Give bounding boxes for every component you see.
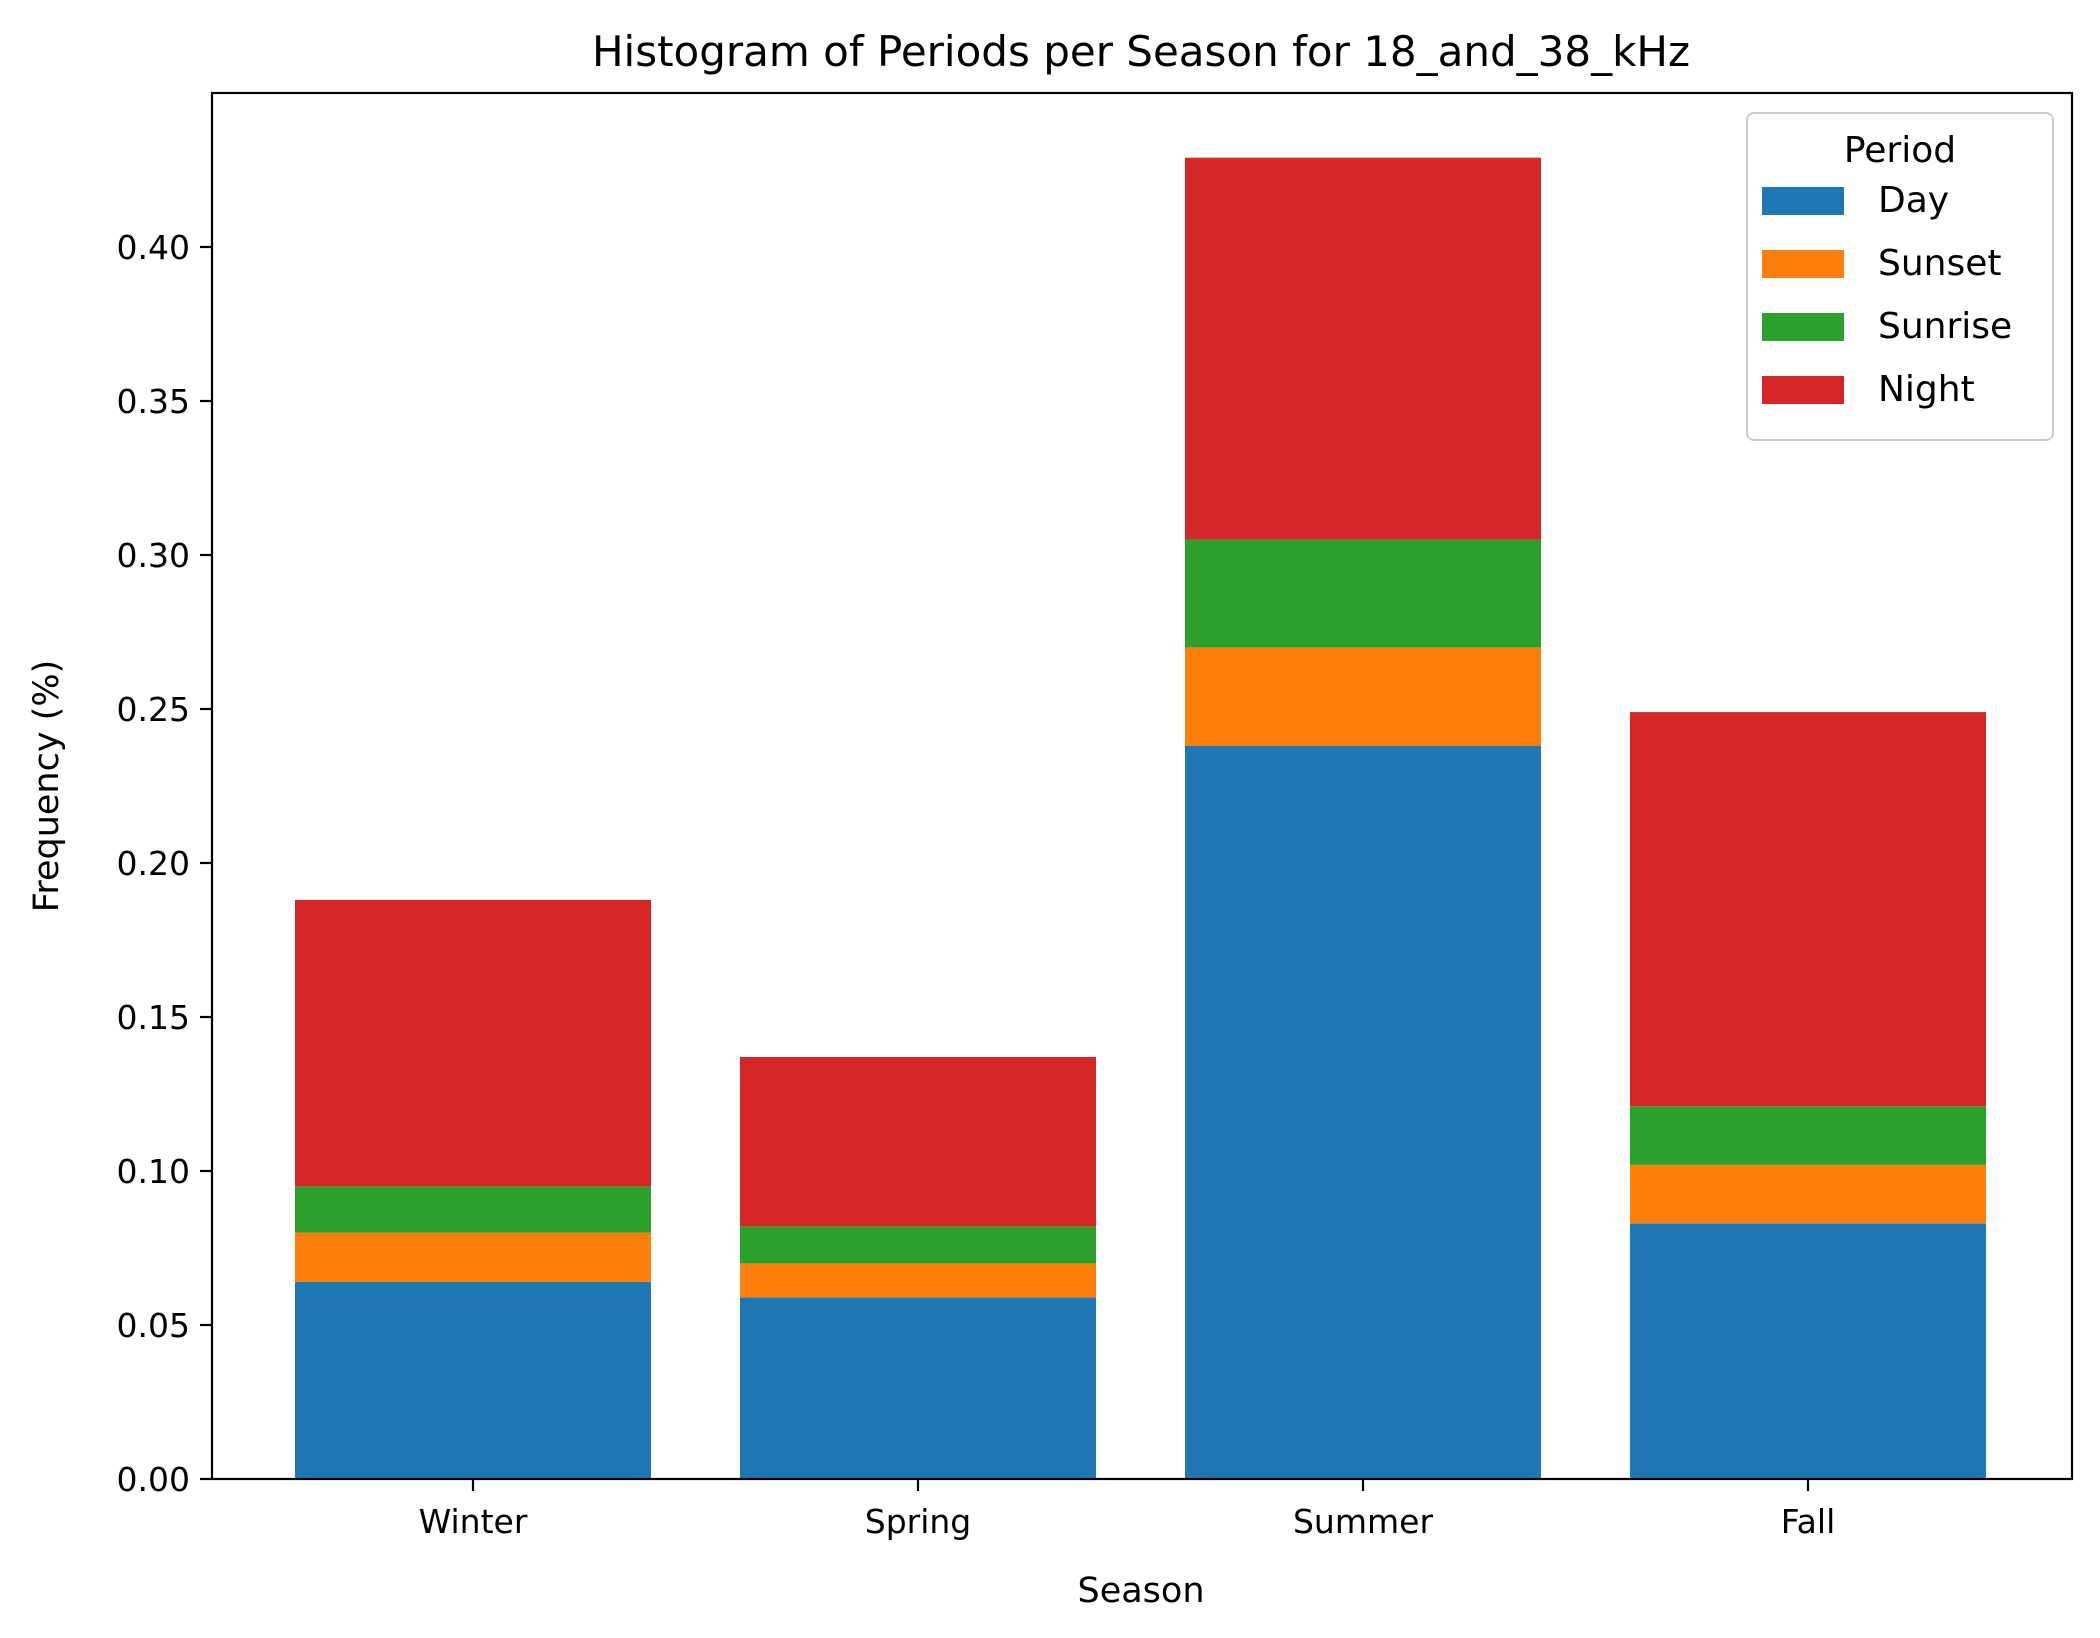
- y-tick-label: 0.35: [117, 382, 190, 421]
- bar-summer-night: [1185, 157, 1541, 540]
- legend-label-day: Day: [1878, 180, 1949, 221]
- y-tick-label: 0.10: [117, 1152, 190, 1191]
- bar-fall-sunset: [1630, 1164, 1986, 1224]
- legend-swatch-night: [1762, 376, 1844, 404]
- bar-winter-day: [295, 1281, 651, 1479]
- bar-summer-day: [1185, 746, 1541, 1479]
- legend-label-night: Night: [1878, 369, 1975, 410]
- y-tick-label: 0.05: [117, 1306, 190, 1345]
- chart-title: Histogram of Periods per Season for 18_a…: [592, 27, 1690, 76]
- bar-winter-sunset: [295, 1232, 651, 1282]
- y-axis-label: Frequency (%): [27, 660, 67, 913]
- y-tick-label: 0.30: [117, 536, 190, 575]
- bar-summer-sunrise: [1185, 539, 1541, 648]
- x-axis-label: Season: [1077, 1571, 1204, 1611]
- y-tick-label: 0.20: [117, 844, 190, 883]
- legend-label-sunrise: Sunrise: [1878, 306, 2012, 347]
- bar-fall-day: [1630, 1223, 1986, 1479]
- legend-swatch-sunrise: [1762, 313, 1844, 341]
- y-tick-label: 0.40: [117, 228, 190, 267]
- bar-summer-sunset: [1185, 647, 1541, 746]
- legend-swatch-sunset: [1762, 250, 1844, 278]
- x-axis: Winter Spring Summer Fall: [419, 1479, 1836, 1541]
- x-tick-label-spring: Spring: [865, 1502, 972, 1541]
- bar-spring-sunrise: [740, 1226, 1096, 1264]
- x-tick-label-winter: Winter: [419, 1502, 528, 1541]
- plot-frame: [210, 91, 2074, 1481]
- bar-fall-night: [1630, 712, 1986, 1107]
- y-tick-label: 0.25: [117, 690, 190, 729]
- legend-label-sunset: Sunset: [1878, 243, 2002, 284]
- bars-group: [295, 157, 1986, 1479]
- bar-spring-day: [740, 1297, 1096, 1479]
- x-tick-label-fall: Fall: [1781, 1502, 1836, 1541]
- bar-winter-sunrise: [295, 1186, 651, 1233]
- y-tick-label: 0.00: [117, 1460, 190, 1499]
- bar-spring-sunset: [740, 1263, 1096, 1298]
- x-tick-label-summer: Summer: [1293, 1502, 1433, 1541]
- legend: Period Day Sunset Sunrise Night: [1746, 112, 2054, 441]
- bar-fall-sunrise: [1630, 1106, 1986, 1165]
- y-tick-label: 0.15: [117, 998, 190, 1037]
- bar-winter-night: [295, 900, 651, 1187]
- legend-swatch-day: [1762, 187, 1844, 215]
- bar-spring-night: [740, 1057, 1096, 1227]
- y-axis: 0.00 0.05 0.10 0.15 0.20 0.25 0.30 0.35 0.40: [117, 228, 212, 1499]
- legend-title: Period: [1844, 130, 1956, 171]
